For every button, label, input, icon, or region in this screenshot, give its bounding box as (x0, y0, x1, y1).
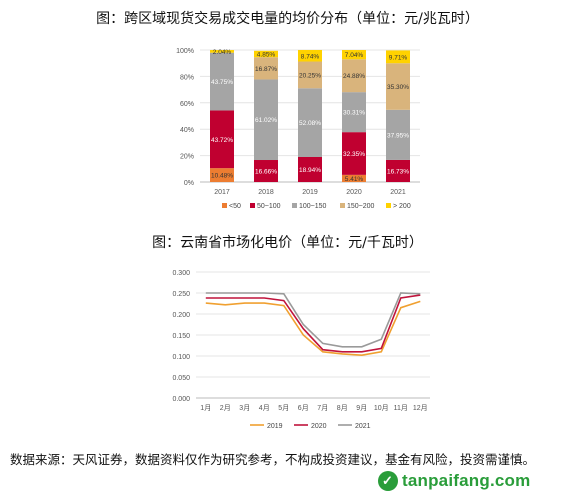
y-tick-label: 0.050 (172, 375, 190, 382)
data-label: 43.75% (211, 79, 233, 86)
bar-segment (210, 110, 234, 169)
line-chart: 0.000 0.050 0.100 0.150 0.200 0.250 0.300 1月 2月 3… (172, 270, 430, 430)
x-tick-label: 9月 (356, 404, 367, 412)
bar-chart: 0% 20% 40% 60% 80% 100% 10.48% 43.72% 43.75% 2.04… (176, 48, 420, 210)
data-label: 30.31% (343, 110, 365, 117)
data-label: 16.73% (387, 168, 409, 175)
y-tick-label: 80% (180, 74, 194, 81)
data-label: 2.04% (213, 49, 232, 56)
series-line (205, 294, 421, 353)
leaf-icon: ✓ (378, 471, 398, 491)
x-tick-label: 2018 (258, 189, 274, 196)
legend-label: 2020 (311, 423, 327, 430)
bar-segment (298, 88, 322, 157)
data-label: 8.74% (301, 53, 320, 60)
x-tick-label: 6月 (298, 404, 309, 412)
line-chart-title: 图：云南省市场化电价（单位：元/千瓦时） (152, 235, 423, 251)
y-tick-label: 0.300 (172, 270, 190, 277)
bar-segment (254, 50, 278, 58)
data-label: 37.95% (387, 132, 409, 139)
y-tick-label: 0.100 (172, 354, 190, 361)
bar-segment (210, 50, 234, 53)
data-label: 7.04% (345, 52, 364, 59)
y-tick-label: 60% (180, 101, 194, 108)
bar-segment (342, 92, 366, 133)
data-label: 43.72% (211, 137, 233, 144)
legend-label: 150~200 (347, 203, 375, 210)
data-label: 9.71% (389, 54, 408, 61)
bar-segment (210, 168, 234, 182)
data-label: 20.25% (299, 72, 321, 79)
bar-segment (210, 52, 234, 111)
x-tick-label: 7月 (317, 404, 328, 412)
data-label: 52.08% (299, 120, 321, 127)
x-tick-label: 4月 (259, 404, 270, 412)
bar-segment (386, 50, 410, 64)
data-label: 16.66% (255, 169, 277, 176)
bar-segment (342, 50, 366, 60)
legend-swatch (292, 203, 297, 208)
y-tick-label: 40% (180, 127, 194, 134)
bar-segment (386, 159, 410, 182)
bar-segment (298, 61, 322, 89)
bar-segment (298, 49, 322, 62)
x-tick-label: 8月 (337, 404, 348, 412)
data-label: 61.02% (255, 117, 277, 124)
bar-segment (254, 160, 278, 182)
bar-segment (254, 57, 278, 80)
bar-segment (342, 174, 366, 182)
data-label: 32.35% (343, 151, 365, 158)
data-label: 4.85% (257, 51, 276, 58)
bar-segment (342, 59, 366, 93)
bar-segment (386, 109, 410, 160)
y-tick-label: 0% (184, 180, 194, 187)
watermark-logo: ✓ tanpaifang.com (378, 470, 568, 494)
legend-swatch (250, 203, 255, 208)
x-tick-label: 2021 (390, 189, 406, 196)
legend-label: <50 (229, 203, 241, 210)
y-tick-label: 20% (180, 154, 194, 161)
bar-segment (342, 132, 366, 175)
y-tick-label: 100% (176, 48, 194, 55)
data-label: 5.41% (345, 176, 364, 183)
y-tick-label: 0.250 (172, 291, 190, 298)
legend-label: 2021 (355, 423, 371, 430)
y-tick-label: 0.150 (172, 333, 190, 340)
data-label: 10.48% (211, 173, 233, 180)
x-tick-label: 2020 (346, 189, 362, 196)
x-tick-label: 2017 (214, 189, 230, 196)
x-tick-label: 2月 (220, 404, 231, 412)
data-label: 35.30% (387, 84, 409, 91)
source-note: 数据来源：天风证券，数据资料仅作为研究参考，不构成投资建议，基金有风险，投资需谨… (10, 452, 536, 467)
x-tick-label: 3月 (239, 404, 250, 412)
series-line (205, 300, 421, 357)
bar-segment (254, 79, 278, 161)
data-label: 24.88% (343, 73, 365, 80)
legend-swatch (386, 203, 391, 208)
legend-label: > 200 (393, 203, 411, 210)
x-tick-label: 11月 (394, 404, 408, 412)
bar-segment (386, 63, 410, 110)
x-tick-label: 12月 (413, 404, 428, 412)
x-tick-label: 10月 (374, 404, 389, 412)
legend-label: 2019 (267, 423, 283, 430)
y-tick-label: 0.000 (172, 396, 190, 403)
data-label: 18.94% (299, 167, 321, 174)
bar-segment (298, 156, 322, 182)
x-tick-label: 2019 (302, 189, 318, 196)
watermark-text: tanpaifang.com (402, 471, 531, 490)
series-line (205, 292, 421, 348)
legend-label: 50~100 (257, 203, 281, 210)
data-label: 16.87% (255, 66, 277, 73)
x-tick-label: 1月 (200, 404, 211, 412)
legend-swatch (222, 203, 227, 208)
y-tick-label: 0.200 (172, 312, 190, 319)
legend-label: 100~150 (299, 203, 327, 210)
legend-swatch (340, 203, 345, 208)
bar-chart-title: 图：跨区域现货交易成交电量的均价分布（单位：元/兆瓦时） (96, 11, 479, 27)
x-tick-label: 5月 (278, 404, 289, 412)
